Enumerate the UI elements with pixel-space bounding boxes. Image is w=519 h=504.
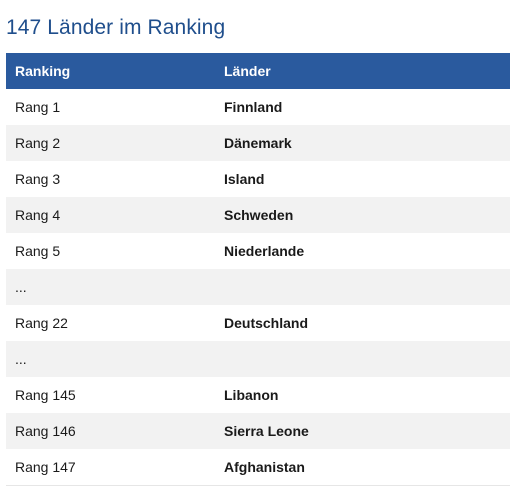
country-cell: Deutschland <box>215 305 510 341</box>
table-row-ellipsis: ... <box>6 269 510 305</box>
ranking-table: Ranking Länder Rang 1 Finnland Rang 2 Dä… <box>6 53 510 486</box>
ellipsis-cell: ... <box>6 269 215 305</box>
table-row: Rang 146 Sierra Leone <box>6 413 510 449</box>
table-row: Rang 2 Dänemark <box>6 125 510 161</box>
country-cell: Niederlande <box>215 233 510 269</box>
country-cell: Finnland <box>215 89 510 125</box>
column-header-ranking: Ranking <box>6 53 215 89</box>
rank-cell: Rang 5 <box>6 233 215 269</box>
country-cell <box>215 341 510 377</box>
country-cell: Sierra Leone <box>215 413 510 449</box>
country-cell: Schweden <box>215 197 510 233</box>
table-row: Rang 3 Island <box>6 161 510 197</box>
column-header-countries: Länder <box>215 53 510 89</box>
rank-cell: Rang 147 <box>6 449 215 486</box>
country-cell: Afghanistan <box>215 449 510 486</box>
table-row: Rang 5 Niederlande <box>6 233 510 269</box>
table-row: Rang 147 Afghanistan <box>6 449 510 486</box>
ellipsis-cell: ... <box>6 341 215 377</box>
country-cell: Libanon <box>215 377 510 413</box>
rank-cell: Rang 2 <box>6 125 215 161</box>
rank-cell: Rang 146 <box>6 413 215 449</box>
country-cell <box>215 269 510 305</box>
table-header-row: Ranking Länder <box>6 53 510 89</box>
table-row: Rang 1 Finnland <box>6 89 510 125</box>
rank-cell: Rang 4 <box>6 197 215 233</box>
page-title: 147 Länder im Ranking <box>6 16 226 39</box>
rank-cell: Rang 3 <box>6 161 215 197</box>
rank-cell: Rang 22 <box>6 305 215 341</box>
rank-cell: Rang 145 <box>6 377 215 413</box>
table-row-ellipsis: ... <box>6 341 510 377</box>
country-cell: Dänemark <box>215 125 510 161</box>
country-cell: Island <box>215 161 510 197</box>
table-row: Rang 145 Libanon <box>6 377 510 413</box>
table-row: Rang 4 Schweden <box>6 197 510 233</box>
rank-cell: Rang 1 <box>6 89 215 125</box>
table-row: Rang 22 Deutschland <box>6 305 510 341</box>
